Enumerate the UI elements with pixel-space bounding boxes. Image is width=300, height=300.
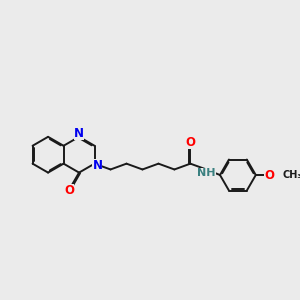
Text: NH: NH: [197, 168, 216, 178]
Text: N: N: [92, 159, 102, 172]
Text: O: O: [264, 169, 274, 182]
Text: O: O: [64, 184, 74, 197]
Text: N: N: [74, 128, 84, 140]
Text: O: O: [185, 136, 195, 149]
Text: CH₃: CH₃: [283, 170, 300, 180]
